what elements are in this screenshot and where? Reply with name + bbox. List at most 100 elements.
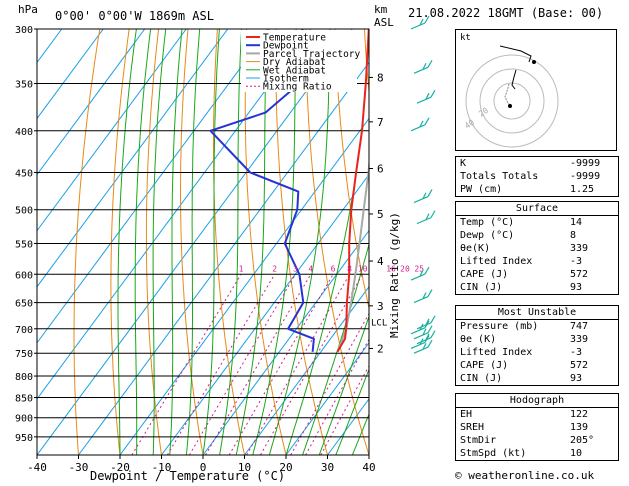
temperature-tick-label: -20 xyxy=(110,461,130,474)
dry-adiabat-line xyxy=(364,29,369,97)
pressure-tick-label: 950 xyxy=(15,433,33,444)
altitude-tick-label: 3 xyxy=(377,300,384,313)
isotherm-line xyxy=(285,341,369,455)
isotherm-line xyxy=(37,29,104,120)
dry-adiabat-line xyxy=(110,29,130,455)
most-unstable-panel: Most Unstable Pressure (mb) 747 θe (K) 339… xyxy=(455,305,619,386)
wind-barb xyxy=(413,289,433,304)
mixing-ratio-label: 3 xyxy=(293,264,298,273)
wind-barb xyxy=(413,325,433,340)
temperature-tick-label: 20 xyxy=(279,461,292,474)
legend-label: Dewpoint xyxy=(263,41,309,52)
dry-adiabat-line xyxy=(73,29,101,455)
most-unstable-row: CAPE (J) 572 xyxy=(460,360,589,371)
footer-credit[interactable]: © weatheronline.co.uk xyxy=(455,469,595,482)
temperature-tick-label: 30 xyxy=(321,461,334,474)
mixing-ratio-label: 20 xyxy=(400,264,410,273)
wind-barb xyxy=(413,339,433,354)
wind-barb xyxy=(410,266,430,281)
wet-adiabat-line xyxy=(335,367,369,455)
altitude-axis: 8 7 6 5 4 3 2 LCL xyxy=(369,71,387,355)
dewpoint-line xyxy=(209,29,315,352)
wind-barb xyxy=(416,315,436,330)
wet-adiabat-line xyxy=(117,29,137,455)
legend-label: Wet Adiabat xyxy=(263,65,326,76)
temperature-tick-label: -40 xyxy=(27,461,47,474)
altitude-tick-label: 7 xyxy=(377,116,384,129)
hodograph-ring xyxy=(465,54,559,148)
pressure-tick-label: 400 xyxy=(15,127,33,138)
wind-barb xyxy=(410,117,430,132)
most-unstable-title: Most Unstable xyxy=(456,306,618,320)
most-unstable-row: θe (K) 339 xyxy=(460,334,589,345)
temperature-tick-label: 0 xyxy=(200,461,207,474)
hodograph-trace xyxy=(499,45,532,63)
wind-barb xyxy=(416,210,436,225)
x-axis-title: Dewpoint / Temperature (°C) xyxy=(90,469,285,483)
wind-barb xyxy=(413,189,433,204)
mixing-ratio-label: 10 xyxy=(358,264,368,273)
legend-label: Temperature xyxy=(263,33,326,44)
parcel-trajectory-line xyxy=(336,156,369,353)
pressure-tick-label: 700 xyxy=(15,325,33,336)
surface-panel: Surface Temp (°C) 14 Dewp (°C) 8 θe(K) 339 … xyxy=(455,201,619,295)
wind-barb xyxy=(410,15,430,30)
hodograph-point xyxy=(532,60,536,64)
wet-adiabat-line xyxy=(318,314,369,455)
pressure-tick-label: 650 xyxy=(15,299,33,310)
location-title: 0°00' 0°00'W 1869m ASL xyxy=(55,9,214,23)
wet-adiabat-line xyxy=(219,29,243,455)
mixing-ratio-line xyxy=(246,274,350,455)
mixing-ratio-label: 25 xyxy=(414,264,424,273)
wind-barb xyxy=(413,59,433,74)
altitude-tick-label: 4 xyxy=(377,255,384,268)
legend-label: Isotherm xyxy=(263,74,309,85)
hodograph-trace xyxy=(511,69,517,90)
most-unstable-row: CIN (J) 93 xyxy=(460,373,583,384)
altitude-tick-label: 5 xyxy=(377,208,384,221)
mixing-ratio-line xyxy=(320,364,369,455)
km-unit-label: km ASL xyxy=(374,3,394,29)
pressure-tick-label: 350 xyxy=(15,80,33,91)
datetime-label: 21.08.2022 18GMT (Base: 00) xyxy=(408,6,604,20)
hodograph-stats-row: StmSpd (kt) 10 xyxy=(460,448,583,459)
pressure-tick-label: 900 xyxy=(15,414,33,425)
altitude-tick-label: 2 xyxy=(377,342,384,355)
hpa-unit-label: hPa xyxy=(18,3,38,16)
mixing-ratio-label: 4 xyxy=(308,264,313,273)
pressure-tick-label: 600 xyxy=(15,270,33,281)
wind-barb xyxy=(410,320,430,335)
temperature-tick-label: 10 xyxy=(238,461,251,474)
hodograph-stats-row: StmDir 205° xyxy=(460,435,595,446)
surface-row: θe(K) 339 xyxy=(460,243,589,254)
wind-barbs xyxy=(410,15,436,354)
mixing-ratio-label: 2 xyxy=(272,264,277,273)
hodograph-stats-panel: Hodograph EH 122 SREH 139 StmDir 205° StmSp… xyxy=(455,393,619,461)
hodograph-point xyxy=(508,104,512,108)
mixing-ratio-line xyxy=(131,274,242,455)
hodograph-ring xyxy=(479,68,545,134)
dry-adiabat-line xyxy=(275,29,328,455)
indices-panel: K -9999 Totals Totals -9999 PW (cm) 1.25 xyxy=(455,156,619,197)
hodograph-stats-title: Hodograph xyxy=(456,394,618,408)
most-unstable-row: Pressure (mb) 747 xyxy=(460,321,589,332)
pressure-tick-label: 550 xyxy=(15,239,33,250)
legend-label: Dry Adiabat xyxy=(263,57,326,68)
surface-row: Temp (°C) 14 xyxy=(460,217,583,228)
temperature-tick-label: 40 xyxy=(362,461,375,474)
temperature-tick-label: -30 xyxy=(69,461,89,474)
temperature-axis: -40 -30 -20 -10 0 10 20 30 40 xyxy=(27,455,376,474)
surface-row: Lifted Index -3 xyxy=(460,256,583,267)
pressure-tick-label: 300 xyxy=(15,25,33,36)
surface-row: CAPE (J) 572 xyxy=(460,269,589,280)
pressure-axis: 300 350 400 450 500 550 600 650 700 750 800 850 900 9… xyxy=(15,25,37,444)
temperature-tick-label: -10 xyxy=(152,461,172,474)
altitude-tick-label: 8 xyxy=(377,71,384,84)
hodograph-stats-row: EH 122 xyxy=(460,409,589,420)
pressure-tick-label: 450 xyxy=(15,168,33,179)
hodograph-trace-lower xyxy=(504,83,511,106)
mixing-ratio-labels: 1 2 3 4 6 8 10 16 20 25 xyxy=(239,264,425,273)
isotherm-line xyxy=(161,173,369,455)
